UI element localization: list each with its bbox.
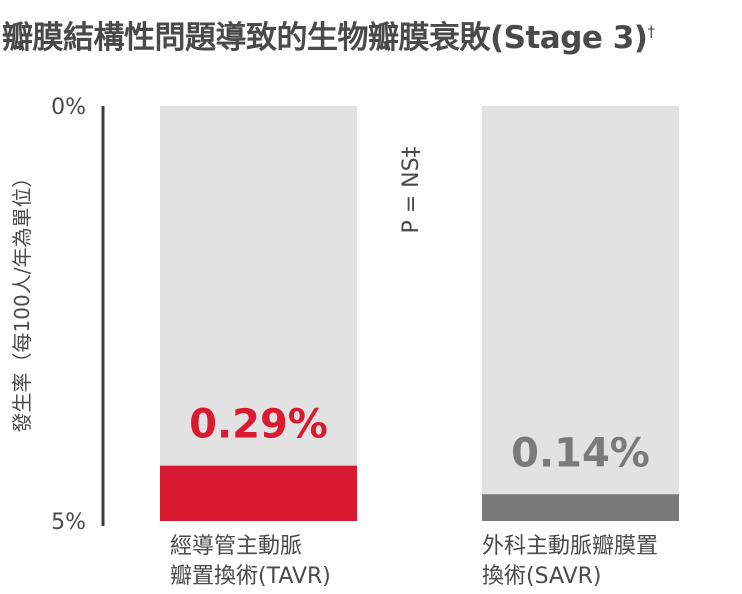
- y-axis-label: 發生率（每100人/年為單位）: [10, 168, 34, 433]
- category-label-savr-line-2: 換術(SAVR): [482, 564, 602, 589]
- category-label-tavr-line-2: 瓣置換術(TAVR): [170, 564, 331, 589]
- category-label-savr-line-1: 外科主動脈瓣膜置: [482, 534, 659, 559]
- chart-title-text: 瓣膜結構性問題導致的生物瓣膜衰敗(Stage 3): [2, 20, 648, 56]
- data-label: 0.14%: [511, 430, 650, 476]
- bar-background: [482, 106, 679, 521]
- bar: [160, 465, 357, 521]
- bar: [482, 494, 679, 521]
- category-label-tavr-line-1: 經導管主動脈: [170, 534, 303, 559]
- category-label-tavr: 經導管主動脈 瓣置換術(TAVR): [170, 532, 410, 592]
- y-tick-label: 0%: [51, 95, 86, 120]
- chart-title: 瓣膜結構性問題導致的生物瓣膜衰敗(Stage 3)†: [2, 12, 655, 57]
- data-label: 0.29%: [189, 402, 328, 448]
- title-footnote-mark: †: [647, 22, 655, 41]
- p-value-annotation: P = NS‡: [399, 146, 424, 233]
- bar-background: [160, 106, 357, 521]
- category-label-savr: 外科主動脈瓣膜置 換術(SAVR): [482, 532, 722, 592]
- y-tick-label: 5%: [51, 510, 86, 535]
